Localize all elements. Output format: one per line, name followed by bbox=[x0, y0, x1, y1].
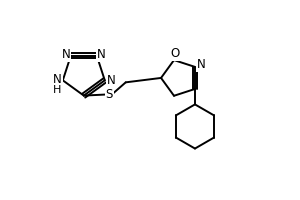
Text: N: N bbox=[53, 73, 62, 86]
Text: S: S bbox=[106, 88, 113, 101]
Text: N: N bbox=[61, 48, 70, 61]
Text: H: H bbox=[53, 85, 61, 95]
Text: O: O bbox=[170, 47, 180, 60]
Text: N: N bbox=[106, 74, 115, 87]
Text: N: N bbox=[97, 48, 106, 61]
Text: N: N bbox=[197, 58, 206, 71]
